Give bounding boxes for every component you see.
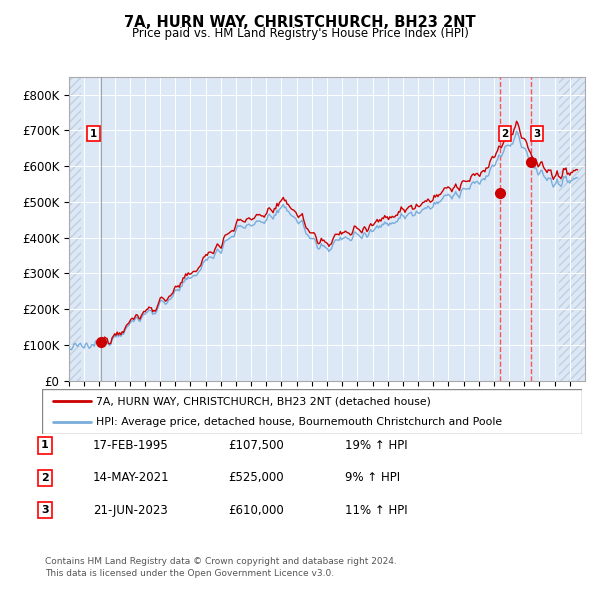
Text: 7A, HURN WAY, CHRISTCHURCH, BH23 2NT: 7A, HURN WAY, CHRISTCHURCH, BH23 2NT — [124, 15, 476, 30]
FancyBboxPatch shape — [42, 389, 582, 434]
Text: £525,000: £525,000 — [228, 471, 284, 484]
Text: 2: 2 — [41, 473, 49, 483]
Text: 17-FEB-1995: 17-FEB-1995 — [93, 439, 169, 452]
Text: 2: 2 — [501, 129, 508, 139]
Text: £610,000: £610,000 — [228, 504, 284, 517]
Text: 9% ↑ HPI: 9% ↑ HPI — [345, 471, 400, 484]
Text: 3: 3 — [533, 129, 541, 139]
Bar — [69, 77, 81, 381]
Text: 14-MAY-2021: 14-MAY-2021 — [93, 471, 170, 484]
Text: This data is licensed under the Open Government Licence v3.0.: This data is licensed under the Open Gov… — [45, 569, 334, 578]
Bar — [559, 77, 585, 381]
Text: 11% ↑ HPI: 11% ↑ HPI — [345, 504, 407, 517]
Text: 7A, HURN WAY, CHRISTCHURCH, BH23 2NT (detached house): 7A, HURN WAY, CHRISTCHURCH, BH23 2NT (de… — [96, 396, 431, 407]
Text: £107,500: £107,500 — [228, 439, 284, 452]
Text: 3: 3 — [41, 506, 49, 515]
Text: 1: 1 — [41, 441, 49, 450]
Text: Price paid vs. HM Land Registry's House Price Index (HPI): Price paid vs. HM Land Registry's House … — [131, 27, 469, 40]
Text: HPI: Average price, detached house, Bournemouth Christchurch and Poole: HPI: Average price, detached house, Bour… — [96, 417, 502, 427]
Bar — [559, 77, 585, 381]
Text: 19% ↑ HPI: 19% ↑ HPI — [345, 439, 407, 452]
Text: 21-JUN-2023: 21-JUN-2023 — [93, 504, 168, 517]
Text: Contains HM Land Registry data © Crown copyright and database right 2024.: Contains HM Land Registry data © Crown c… — [45, 557, 397, 566]
Text: 1: 1 — [90, 129, 97, 139]
Bar — [69, 77, 81, 381]
